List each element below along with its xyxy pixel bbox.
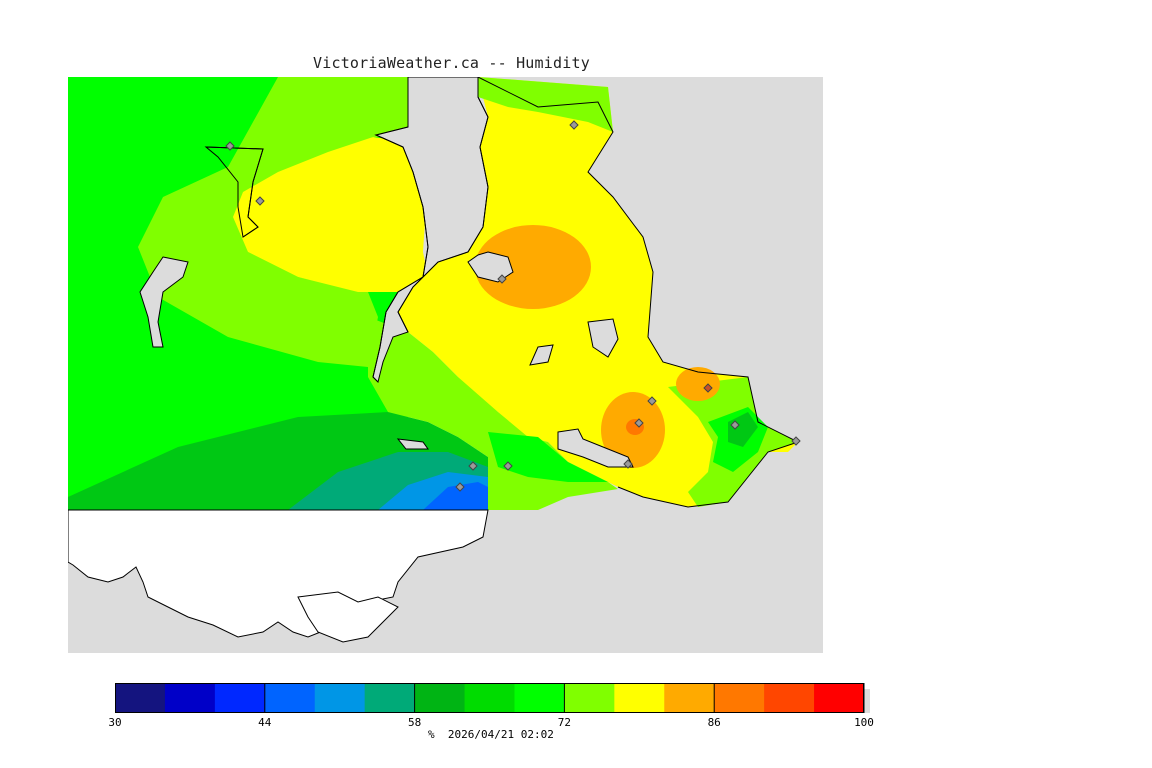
- map-title: VictoriaWeather.ca -- Humidity: [313, 54, 590, 72]
- colorbar-swatch: [214, 683, 266, 713]
- colorbar-tick-label: 100: [854, 716, 874, 729]
- colorbar-swatch: [614, 683, 665, 713]
- contour-fills: [68, 77, 798, 510]
- colorbar-swatch: [314, 683, 366, 713]
- us-shore-right: [297, 591, 399, 643]
- timestamp: 2026/04/21 02:02: [447, 728, 554, 741]
- color-legend: 30 44 58 72 86 100: [108, 683, 875, 731]
- humidity-map: [68, 77, 823, 653]
- diamond-icon: [730, 420, 740, 430]
- diamond-icon: [634, 418, 644, 428]
- diamond-icon: [647, 396, 657, 406]
- colorbar-swatch: [115, 683, 166, 713]
- colorbar-swatch: [514, 683, 565, 713]
- diamond-icon: [455, 482, 465, 492]
- footer-caption: % 2026/04/21 02:02: [428, 728, 554, 741]
- diamond-icon: [623, 459, 633, 469]
- colorbar-swatch: [564, 683, 615, 713]
- colorbar-swatch: [714, 683, 765, 713]
- diamond-icon: [255, 196, 265, 206]
- station-markers: [225, 120, 801, 492]
- colorbar-swatch: [414, 683, 466, 713]
- diamond-icon: [703, 383, 713, 393]
- colorbar-tick-label: 30: [108, 716, 122, 729]
- diamond-icon: [497, 274, 507, 284]
- colorbar-tick-label: 58: [407, 716, 422, 729]
- diamond-icon: [791, 436, 801, 446]
- unit-label: %: [428, 728, 435, 741]
- diamond-icon: [503, 461, 513, 471]
- colorbar-swatch: [264, 683, 316, 713]
- diamond-icon: [569, 120, 579, 130]
- colorbar-swatches: [115, 683, 870, 713]
- colorbar-tick-label: 86: [707, 716, 721, 729]
- colorbar-swatch: [814, 683, 865, 713]
- colorbar-tick-label: 44: [258, 716, 272, 729]
- colorbar-swatch: [464, 683, 515, 713]
- colorbar-swatch: [764, 683, 815, 713]
- diamond-icon: [468, 461, 478, 471]
- colorbar-swatch: [364, 683, 416, 713]
- unshaded-land: [68, 509, 489, 638]
- coastlines: [205, 77, 800, 508]
- colorbar-tick-label: 72: [557, 716, 572, 729]
- diamond-icon: [225, 141, 235, 151]
- colorbar-swatch: [164, 683, 216, 713]
- colorbar-swatch: [664, 683, 715, 713]
